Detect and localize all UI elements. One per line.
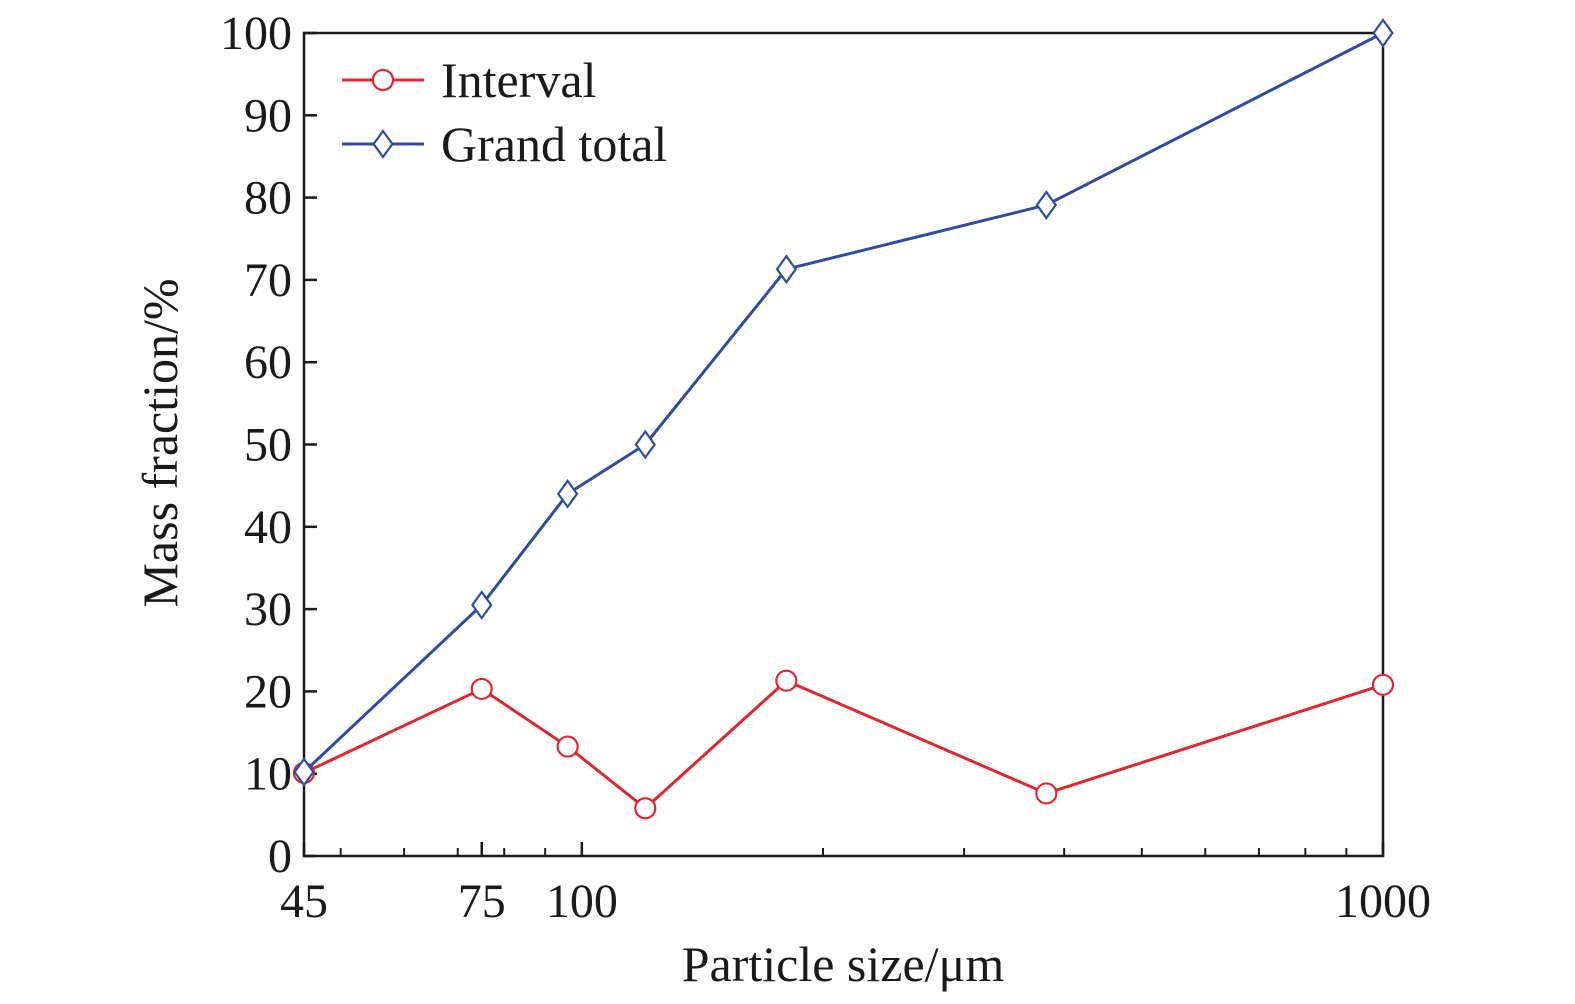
grand-total-data-point: [471, 590, 493, 620]
grand-total-data-point: [775, 254, 798, 285]
grand-total-data-point: [1372, 18, 1394, 48]
y-tick-label: 40: [244, 501, 292, 554]
legend-label: Interval: [441, 52, 596, 108]
grand-total-data-point: [293, 757, 315, 787]
interval-data-point: [1371, 673, 1395, 696]
grand-total-data-point: [634, 429, 656, 460]
x-tick-label: 75: [458, 875, 506, 928]
interval-data-point: [1035, 782, 1058, 805]
y-tick-label: 20: [244, 665, 292, 718]
interval-data-point: [470, 677, 493, 701]
axes: 0 10 20 30 40 50 60 70 80 90 100 45 75 100 1000: [220, 7, 1431, 928]
interval-data-point: [556, 735, 579, 758]
x-tick-label: 1000: [1335, 875, 1431, 928]
y-tick-label: 50: [244, 419, 292, 472]
y-tick-label: 0: [268, 830, 292, 883]
y-tick-label: 70: [244, 254, 292, 307]
interval-data-point: [775, 669, 798, 692]
interval-series-line: [303, 678, 1384, 811]
x-axis-title: Particle size/μm: [682, 936, 1005, 992]
interval-data-point: [634, 797, 657, 820]
grand-total-data-point: [556, 478, 579, 509]
y-tick-label: 60: [244, 336, 292, 389]
y-tick-label: 90: [244, 89, 292, 142]
y-tick-label: 100: [220, 7, 292, 60]
legend-item-interval: Interval: [342, 52, 596, 108]
grand-total-data-point: [1035, 190, 1058, 220]
legend-marker: [371, 68, 395, 92]
x-tick-label: 45: [280, 875, 328, 928]
legend: Interval Grand total: [342, 52, 667, 172]
y-axis-title: Mass fraction/%: [132, 278, 188, 607]
plot-area: [292, 18, 1395, 820]
legend-item-grand-total: Grand total: [342, 116, 667, 172]
x-tick-label: 100: [546, 875, 618, 928]
y-tick-label: 30: [244, 583, 292, 636]
y-tick-label: 10: [244, 748, 292, 801]
legend-marker: [372, 129, 394, 159]
legend-label: Grand total: [441, 116, 667, 172]
y-tick-label: 80: [244, 172, 292, 225]
